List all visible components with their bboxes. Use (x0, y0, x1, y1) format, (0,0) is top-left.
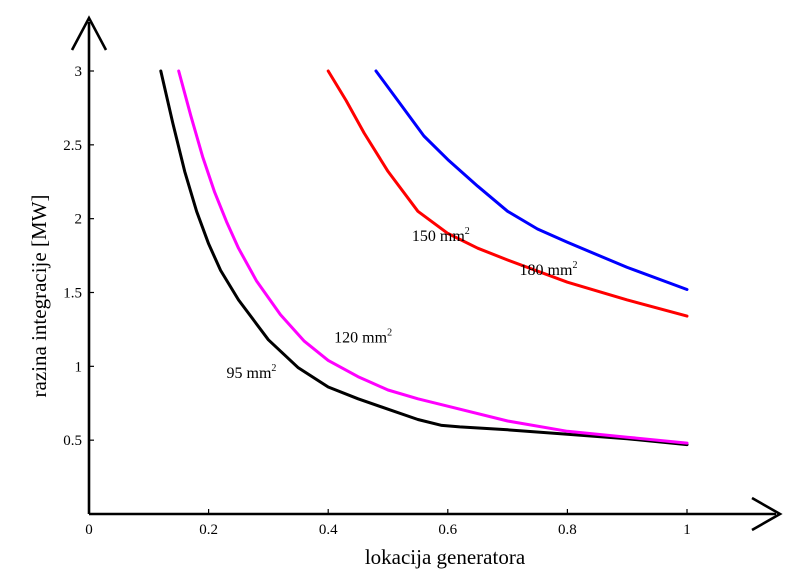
series-label-180-mm: 180 mm2 (520, 260, 578, 279)
y-tick-label: 3 (75, 64, 83, 80)
y-axis-label: razina integracije [MW] (27, 195, 51, 398)
series-lines (159, 69, 689, 447)
y-tick-label: 2.5 (63, 138, 82, 154)
y-tick-label: 1.5 (63, 286, 82, 302)
series-line-95-mm (159, 69, 689, 447)
y-tick-label: 2 (75, 212, 83, 228)
ticks: 0 0.2 0.4 0.6 0.8 1 0.5 1 1.5 2 2.5 3 (63, 64, 691, 538)
x-tick-label: 0.4 (319, 522, 338, 538)
x-tick-label: 0.8 (558, 522, 577, 538)
series-label-150-mm: 150 mm2 (412, 226, 470, 245)
y-axis-arrowhead (70, 15, 108, 51)
series-line-180-mm (374, 69, 689, 291)
y-tick-label: 0.5 (63, 433, 82, 449)
series-line-120-mm (177, 69, 689, 445)
x-tick-label: 0.2 (199, 522, 218, 538)
y-tick-label: 1 (75, 359, 83, 375)
series-label-superscript: 2 (271, 363, 276, 374)
series-label-120-mm: 120 mm2 (334, 328, 392, 347)
series-label-superscript: 2 (387, 328, 392, 339)
series-label-superscript: 2 (465, 226, 470, 237)
x-tick-label: 0 (85, 522, 93, 538)
x-axis-label: lokacija generatora (365, 545, 526, 569)
series-line-150-mm (326, 69, 689, 318)
axes (70, 15, 783, 532)
series-label-superscript: 2 (572, 260, 577, 271)
x-tick-label: 0.6 (438, 522, 457, 538)
series-label-95-mm: 95 mm2 (227, 363, 277, 382)
series-labels: 95 mm2 120 mm2 150 mm2 180 mm2 (227, 226, 578, 382)
x-axis-arrowhead (751, 496, 783, 532)
x-tick-label: 1 (683, 522, 691, 538)
